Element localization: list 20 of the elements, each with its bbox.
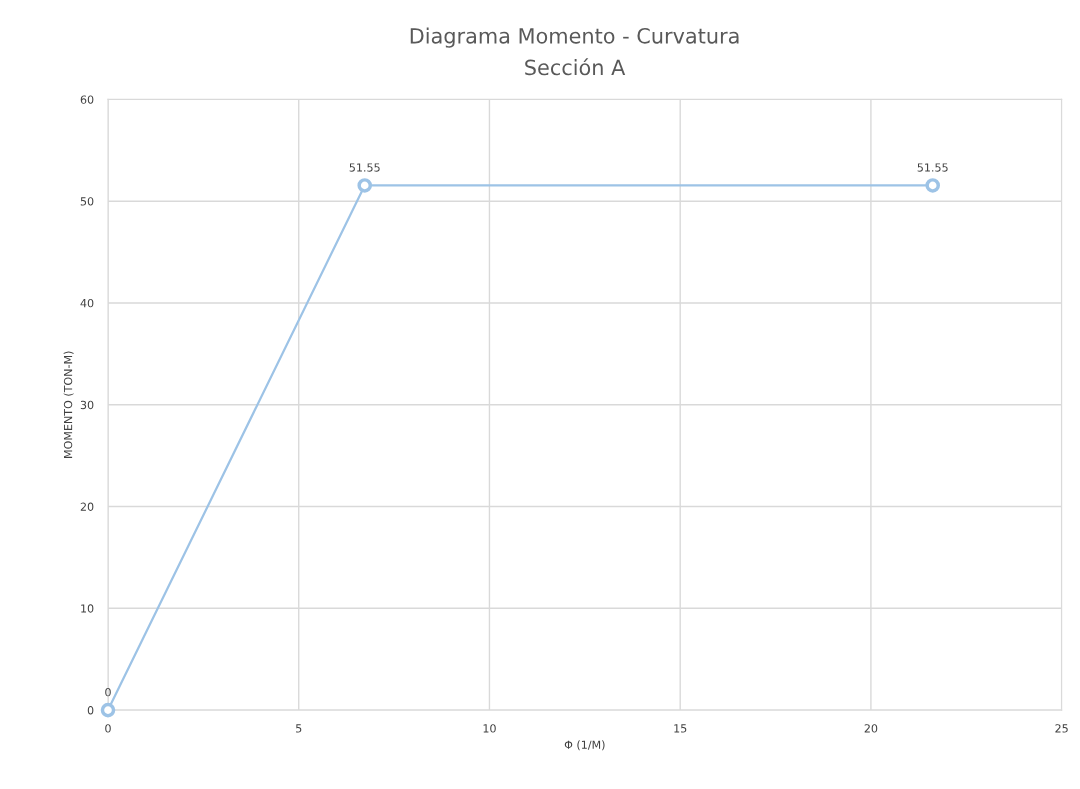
x-tick-label: 5 bbox=[296, 724, 302, 733]
y-tick-label: 20 bbox=[80, 502, 94, 511]
data-label: 51.55 bbox=[917, 163, 948, 172]
y-tick-label: 50 bbox=[80, 197, 94, 206]
y-tick-label: 30 bbox=[80, 400, 94, 410]
x-tick-label: 0 bbox=[105, 724, 111, 733]
x-tick-label: 20 bbox=[864, 724, 878, 733]
y-axis-title: MOMENTO (TON-M) bbox=[63, 351, 74, 458]
x-tick-label: 10 bbox=[483, 724, 496, 733]
x-axis-title: Φ (1/M) bbox=[564, 740, 605, 751]
y-tick-label: 60 bbox=[80, 95, 94, 104]
x-tick-label: 25 bbox=[1055, 724, 1068, 733]
chart-subtitle: Sección A bbox=[525, 58, 626, 76]
chart-title: Diagrama Momento - Curvatura bbox=[410, 27, 739, 48]
data-label: 51.55 bbox=[349, 163, 380, 172]
y-tick-label: 10 bbox=[81, 604, 94, 613]
y-tick-label: 0 bbox=[87, 706, 94, 715]
y-tick-label: 40 bbox=[80, 298, 94, 308]
x-tick-label: 15 bbox=[674, 724, 687, 733]
data-label: 0 bbox=[105, 687, 111, 697]
